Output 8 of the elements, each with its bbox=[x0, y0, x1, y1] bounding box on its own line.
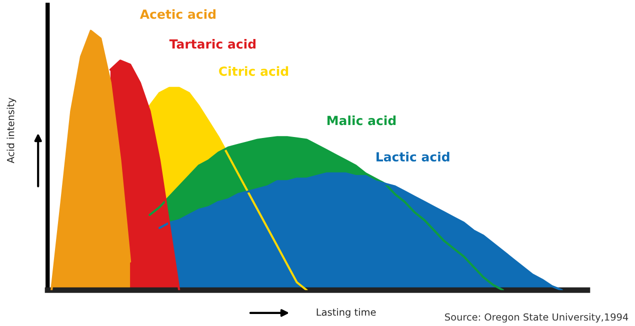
text: Acetic acid bbox=[140, 9, 216, 19]
text: Citric acid bbox=[219, 66, 288, 76]
source-note: Source: Oregon State University,1994 bbox=[445, 313, 628, 323]
y-axis-title: Acid intensity bbox=[6, 98, 16, 164]
x-axis-title: Lasting time bbox=[316, 308, 376, 318]
series-label: Lactic acid bbox=[376, 152, 450, 162]
text: Tartaric acid bbox=[169, 39, 256, 49]
series-label: Malic acid bbox=[327, 116, 396, 126]
